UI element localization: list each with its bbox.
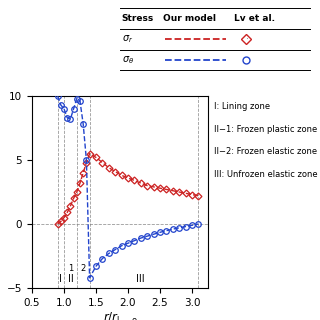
Text: Lv et al.: Lv et al. <box>234 14 275 23</box>
Text: I: Lining zone: I: Lining zone <box>214 102 270 111</box>
Text: III: Unfrozen elastic zone: III: Unfrozen elastic zone <box>214 170 318 179</box>
Text: I: I <box>59 274 62 284</box>
Text: Stress: Stress <box>122 14 154 23</box>
Text: III: III <box>137 274 145 284</box>
X-axis label: $r/r_{\rm L-o}$: $r/r_{\rm L-o}$ <box>102 310 138 320</box>
Text: II: II <box>68 274 73 284</box>
Text: II−1: Frozen plastic zone: II−1: Frozen plastic zone <box>214 125 318 134</box>
Text: $\sigma_r$: $\sigma_r$ <box>122 33 133 45</box>
Text: 1: 1 <box>68 264 73 273</box>
Text: $\sigma_\theta$: $\sigma_\theta$ <box>122 54 134 66</box>
Text: 2: 2 <box>81 264 86 273</box>
Text: D: D <box>246 38 247 39</box>
Text: II−2: Frozen elastic zone: II−2: Frozen elastic zone <box>214 147 317 156</box>
Text: Our model: Our model <box>163 14 216 23</box>
